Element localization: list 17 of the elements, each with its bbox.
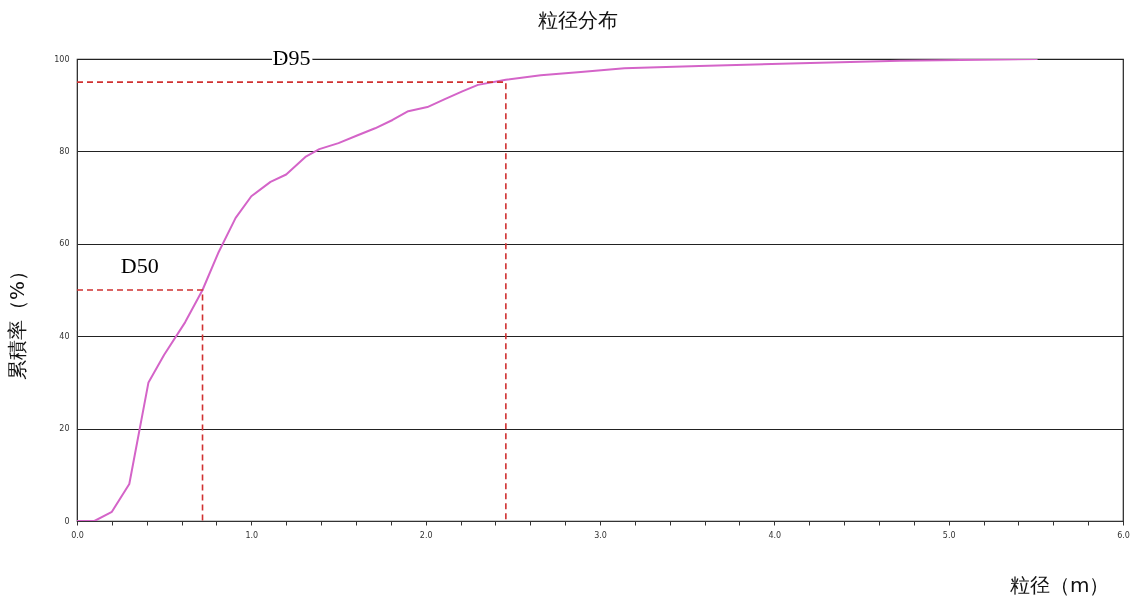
y-tick-label: 80 (59, 146, 70, 156)
x-axis-title: 粒径（m） (1010, 572, 1110, 597)
x-tick-label: 5.0 (942, 530, 956, 540)
series-label: D50 (120, 253, 159, 278)
chart-title: 粒径分布 (538, 8, 618, 33)
x-tick-label: 3.0 (594, 530, 607, 540)
y-tick-label: 20 (59, 424, 70, 434)
y-tick-label: 60 (59, 239, 70, 249)
y-tick-label: 40 (59, 331, 70, 341)
x-tick-label: 4.0 (768, 530, 782, 540)
x-tick-label: 1.0 (245, 530, 259, 540)
x-tick-label: 2.0 (419, 530, 433, 540)
x-tick-label: 6.0 (1117, 530, 1130, 540)
y-tick-label: 100 (54, 54, 70, 64)
y-axis-title: 累積率（%） (4, 260, 29, 381)
x-tick-label: 0.0 (71, 530, 84, 540)
y-tick-label: 0 (64, 516, 70, 526)
